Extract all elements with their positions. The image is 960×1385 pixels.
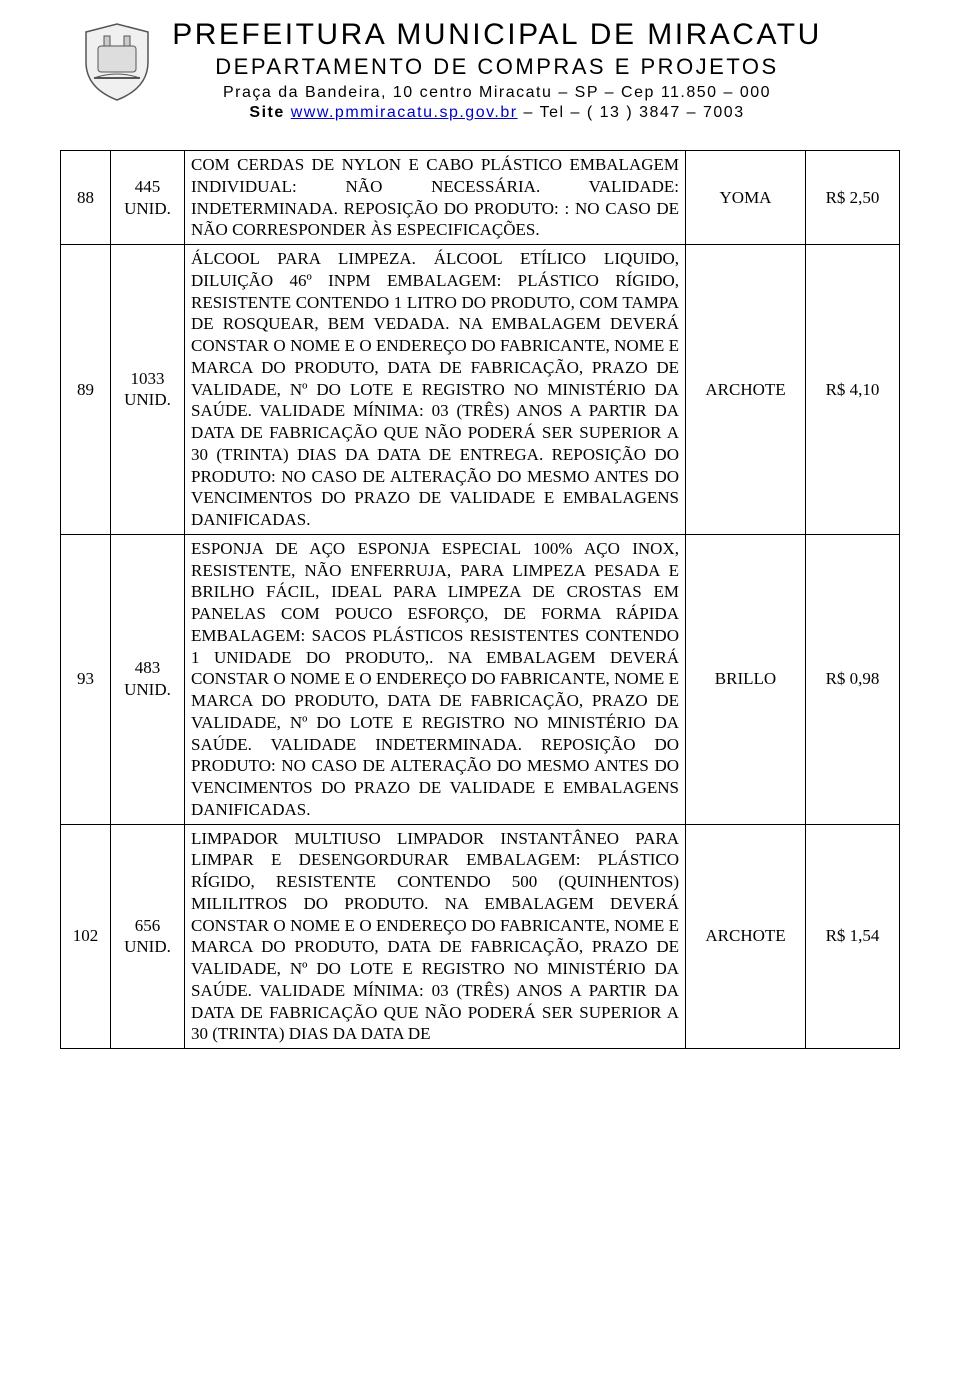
products-table: 88 445 UNID. COM CERDAS DE NYLON E CABO … [60, 150, 900, 1049]
table-row: 93 483 UNID. ESPONJA DE AÇO ESPONJA ESPE… [61, 534, 900, 824]
cell-qty: 656 UNID. [111, 824, 185, 1049]
cell-id: 88 [61, 151, 111, 245]
crest-icon [80, 22, 154, 102]
table-row: 89 1033 UNID. ÁLCOOL PARA LIMPEZA. ÁLCOO… [61, 245, 900, 535]
cell-desc: ÁLCOOL PARA LIMPEZA. ÁLCOOL ETÍLICO LIQU… [185, 245, 686, 535]
cell-brand: YOMA [686, 151, 806, 245]
document-header: PREFEITURA MUNICIPAL DE MIRACATU DEPARTA… [60, 18, 900, 122]
cell-desc: ESPONJA DE AÇO ESPONJA ESPECIAL 100% AÇO… [185, 534, 686, 824]
cell-price: R$ 2,50 [806, 151, 900, 245]
address-line: Praça da Bandeira, 10 centro Miracatu – … [168, 84, 826, 102]
phone-text: – Tel – ( 13 ) 3847 – 7003 [524, 104, 745, 121]
dept-subtitle: DEPARTAMENTO DE COMPRAS E PROJETOS [168, 54, 826, 80]
site-line: Site www.pmmiracatu.sp.gov.br – Tel – ( … [168, 104, 826, 122]
table-row: 88 445 UNID. COM CERDAS DE NYLON E CABO … [61, 151, 900, 245]
cell-brand: ARCHOTE [686, 824, 806, 1049]
cell-brand: BRILLO [686, 534, 806, 824]
cell-desc: COM CERDAS DE NYLON E CABO PLÁSTICO EMBA… [185, 151, 686, 245]
cell-desc: LIMPADOR MULTIUSO LIMPADOR INSTANTÂNEO P… [185, 824, 686, 1049]
cell-id: 102 [61, 824, 111, 1049]
site-url[interactable]: www.pmmiracatu.sp.gov.br [291, 104, 518, 121]
cell-id: 93 [61, 534, 111, 824]
header-text-block: PREFEITURA MUNICIPAL DE MIRACATU DEPARTA… [168, 18, 900, 122]
org-title: PREFEITURA MUNICIPAL DE MIRACATU [168, 18, 826, 52]
cell-id: 89 [61, 245, 111, 535]
site-label: Site [249, 104, 284, 121]
cell-price: R$ 4,10 [806, 245, 900, 535]
page: PREFEITURA MUNICIPAL DE MIRACATU DEPARTA… [0, 0, 960, 1049]
cell-price: R$ 0,98 [806, 534, 900, 824]
table-row: 102 656 UNID. LIMPADOR MULTIUSO LIMPADOR… [61, 824, 900, 1049]
cell-qty: 1033 UNID. [111, 245, 185, 535]
cell-qty: 483 UNID. [111, 534, 185, 824]
cell-brand: ARCHOTE [686, 245, 806, 535]
cell-qty: 445 UNID. [111, 151, 185, 245]
cell-price: R$ 1,54 [806, 824, 900, 1049]
